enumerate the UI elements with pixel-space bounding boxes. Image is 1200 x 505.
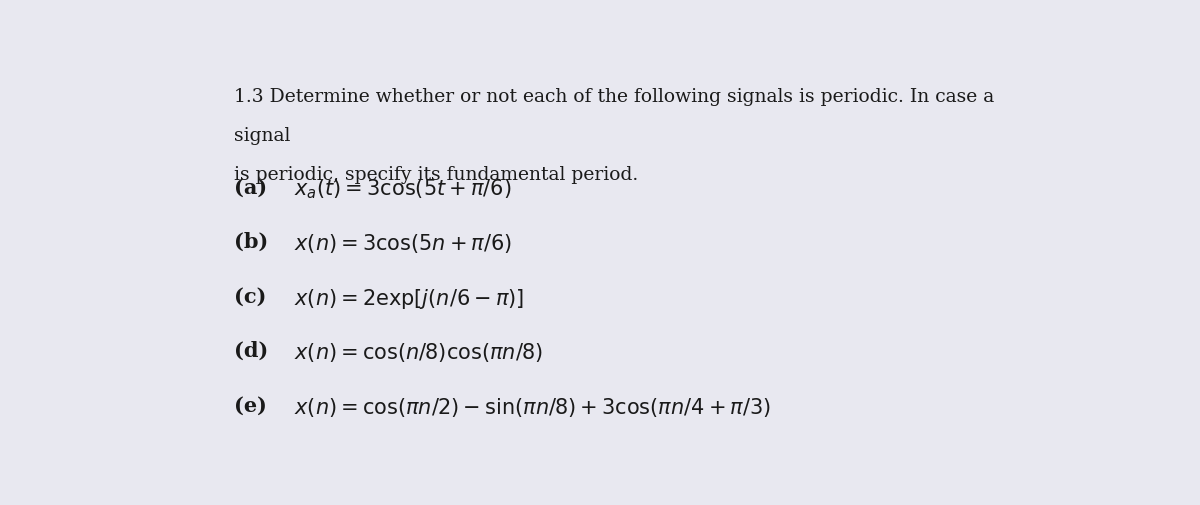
Text: is periodic, specify its fundamental period.: is periodic, specify its fundamental per… [234,166,638,183]
Text: (b): (b) [234,232,268,251]
Text: $x(n) = \cos(\pi n/2) - \sin(\pi n/8) + 3\cos(\pi n/4 + \pi/3)$: $x(n) = \cos(\pi n/2) - \sin(\pi n/8) + … [294,395,772,418]
Text: signal: signal [234,127,290,144]
Text: $x(n) = 3\cos(5n + \pi/6)$: $x(n) = 3\cos(5n + \pi/6)$ [294,232,512,255]
Text: $x(n) = \cos(n/8)\cos(\pi n/8)$: $x(n) = \cos(n/8)\cos(\pi n/8)$ [294,340,542,364]
Text: (a): (a) [234,177,266,197]
Text: (d): (d) [234,340,268,361]
Text: (e): (e) [234,395,266,415]
Text: (c): (c) [234,286,266,306]
Text: 1.3 Determine whether or not each of the following signals is periodic. In case : 1.3 Determine whether or not each of the… [234,88,994,106]
Text: $x_a(t) = 3\cos(5t + \pi/6)$: $x_a(t) = 3\cos(5t + \pi/6)$ [294,177,511,201]
Text: $x(n) = 2\exp[j(n/6 - \pi)]$: $x(n) = 2\exp[j(n/6 - \pi)]$ [294,286,524,310]
